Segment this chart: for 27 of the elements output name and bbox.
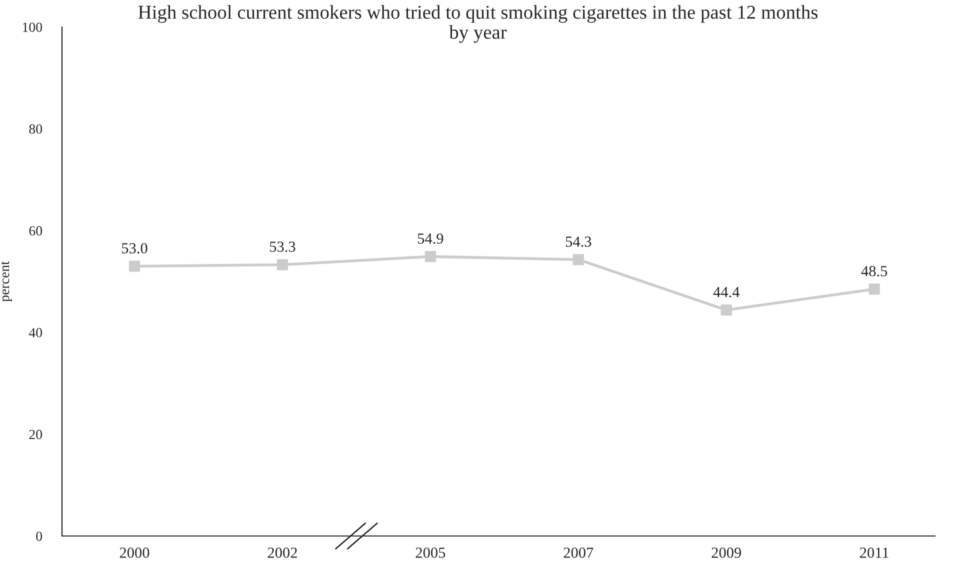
y-tick-label: 80 xyxy=(29,124,42,134)
chart-title: High school current smokers who tried to quit smoking cigarettes in the past 12 months xyxy=(138,5,818,23)
y-axis-title: percent xyxy=(1,261,12,302)
data-label: 48.5 xyxy=(861,266,888,276)
point xyxy=(720,304,732,316)
y-tick-label: 0 xyxy=(36,532,42,541)
data-label: 53.3 xyxy=(270,242,296,252)
y-tick-label: 100 xyxy=(22,22,42,32)
point xyxy=(868,284,880,295)
chart-subtitle: by year xyxy=(449,25,507,43)
y-tick-label: 20 xyxy=(29,430,42,440)
x-tick-label: 2007 xyxy=(564,548,594,558)
y-tick-label: 40 xyxy=(28,328,42,338)
point xyxy=(128,260,140,272)
x-tick-label: 2000 xyxy=(120,548,150,558)
data-label: 53.0 xyxy=(122,243,148,254)
x-tick-label: 2011 xyxy=(860,548,888,558)
data-label: 54.9 xyxy=(418,233,444,244)
point xyxy=(276,259,288,270)
data-label: 54.3 xyxy=(566,236,592,247)
point xyxy=(424,251,436,262)
point xyxy=(572,254,584,266)
y-tick-label: 60 xyxy=(29,226,42,236)
x-tick-label: 2009 xyxy=(712,548,742,558)
x-tick-label: 2005 xyxy=(416,548,446,558)
x-tick-label: 2002 xyxy=(268,548,297,558)
data-label: 44.4 xyxy=(713,286,740,298)
